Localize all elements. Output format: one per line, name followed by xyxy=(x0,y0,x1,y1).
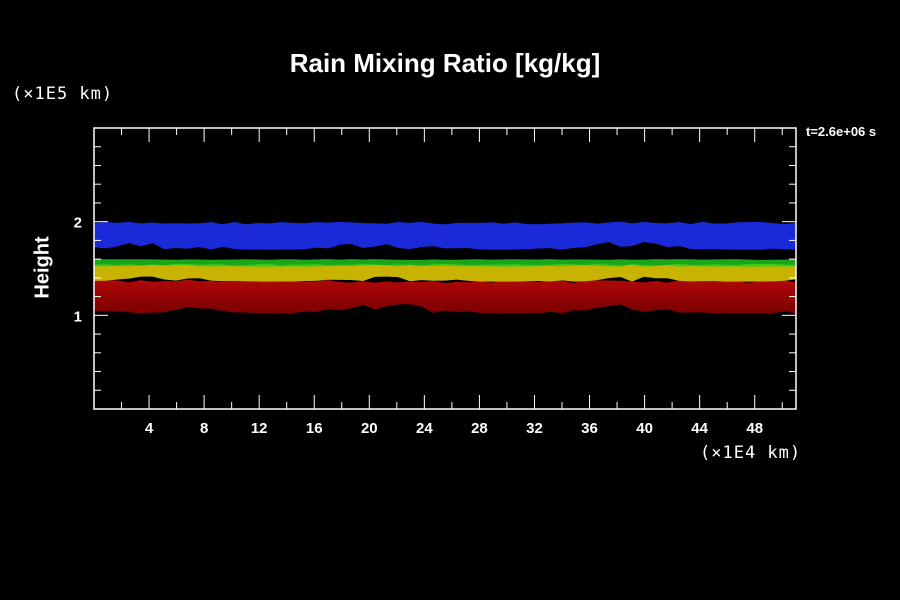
x-axis-unit: (×1E4 km) xyxy=(700,443,802,463)
x-tick-label: 48 xyxy=(746,420,763,437)
y-tick-label: 2 xyxy=(74,215,82,232)
time-annotation: t=2.6e+06 s xyxy=(806,124,877,139)
x-tick-label: 36 xyxy=(581,420,598,437)
x-tick-label: 40 xyxy=(636,420,653,437)
x-tick-label: 20 xyxy=(361,420,378,437)
x-tick-label: 24 xyxy=(416,420,433,437)
x-tick-label: 8 xyxy=(200,420,208,437)
x-tick-label: 44 xyxy=(691,420,708,437)
band-yellow xyxy=(94,263,796,282)
y-axis-unit: (×1E5 km) xyxy=(12,84,114,104)
chart-title: Rain Mixing Ratio [kg/kg] xyxy=(289,48,601,78)
band-green xyxy=(94,259,796,267)
plot-frame xyxy=(93,127,797,410)
y-tick-label: 1 xyxy=(74,308,82,325)
x-tick-label: 28 xyxy=(471,420,488,437)
band-red xyxy=(94,279,796,314)
x-tick-label: 32 xyxy=(526,420,543,437)
x-tick-label: 4 xyxy=(145,420,154,437)
x-tick-label: 12 xyxy=(251,420,268,437)
band-blue xyxy=(94,221,796,250)
x-tick-label: 16 xyxy=(306,420,323,437)
